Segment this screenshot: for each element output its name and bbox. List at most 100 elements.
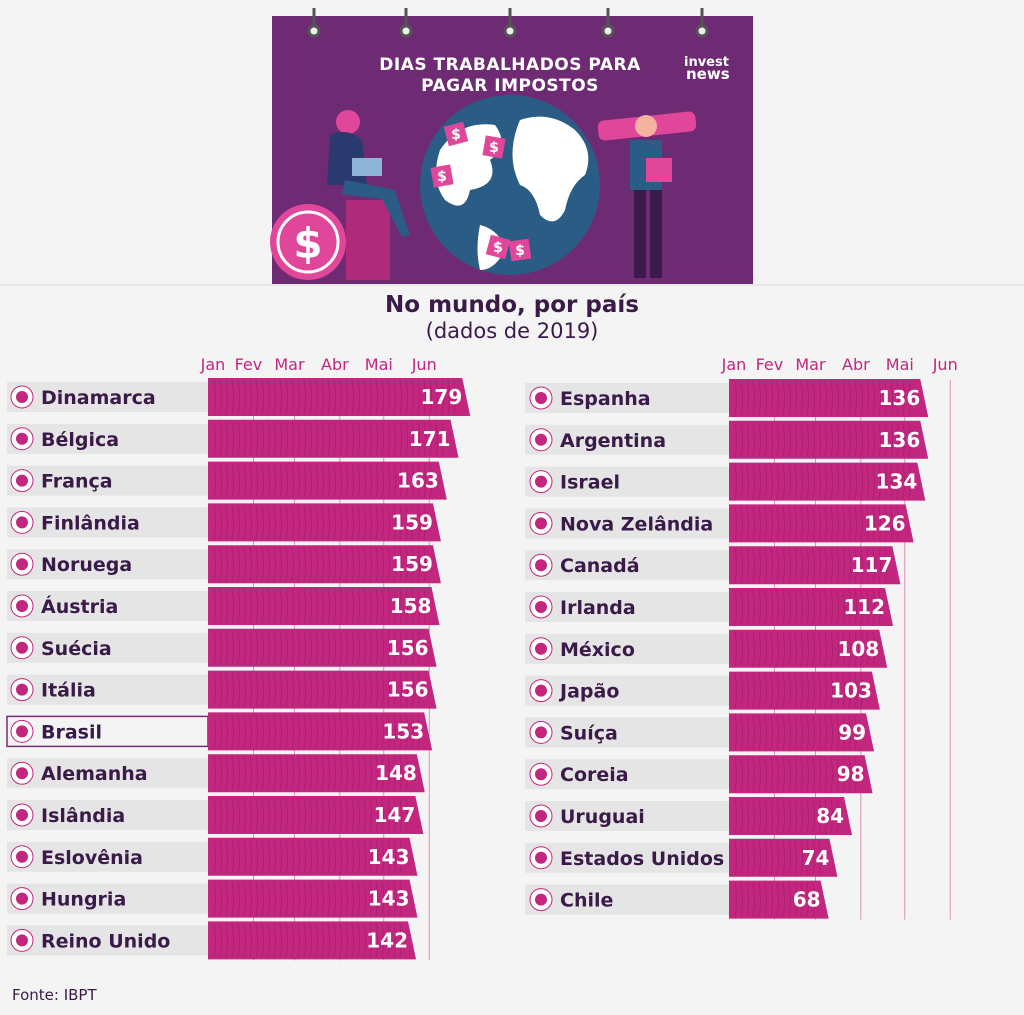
- bar-stripe: [752, 798, 755, 834]
- bar-stripe: [830, 715, 833, 750]
- bar-stripe: [297, 923, 300, 958]
- bar-stripe: [225, 881, 228, 916]
- bar-stripe: [764, 589, 767, 625]
- bar-stripe: [842, 422, 845, 457]
- bar-stripe: [806, 464, 809, 499]
- bar-stripe: [758, 840, 761, 875]
- bar-stripe: [411, 630, 414, 665]
- bar-stripe: [357, 839, 360, 874]
- bar-stripe: [381, 588, 384, 624]
- bar-stripe: [746, 380, 749, 416]
- bar-stripe: [872, 589, 875, 625]
- bar-stripe: [752, 506, 755, 541]
- bar-stripe: [908, 380, 911, 416]
- bar-stripe: [794, 798, 797, 834]
- bar-stripe: [333, 839, 336, 874]
- bar-stripe: [267, 421, 270, 456]
- bar-stripe: [357, 881, 360, 916]
- bar-stripe: [818, 673, 821, 708]
- bar-stripe: [237, 923, 240, 958]
- bar-stripe: [878, 464, 881, 499]
- bar-stripe: [824, 798, 827, 834]
- bar-stripe: [279, 756, 282, 791]
- person-with-laptop-icon: [327, 110, 410, 280]
- bar-stripe: [806, 506, 809, 541]
- header-illustration: DIAS TRABALHADOS PARA PAGAR IMPOSTOS inv…: [0, 8, 1024, 286]
- bar-stripe: [219, 672, 222, 707]
- bar-stripe: [285, 588, 288, 624]
- bar-panel-right: Jan Fev Mar Abr Mai Jun Espanha 136 Argentina 136…: [525, 355, 958, 920]
- bar-stripe: [776, 757, 779, 792]
- bar-stripe: [273, 379, 276, 415]
- bar-stripe: [788, 673, 791, 708]
- bar-stripe: [770, 464, 773, 499]
- bar-value-label: 117: [851, 553, 893, 577]
- bar-value-label: 112: [843, 595, 885, 619]
- bar-stripe: [423, 547, 426, 582]
- bar-stripe: [315, 797, 318, 833]
- bar-stripe: [902, 422, 905, 457]
- country-label: Chile: [560, 890, 613, 912]
- bar-stripe: [758, 882, 761, 917]
- bar-stripe: [309, 421, 312, 456]
- bar-stripe: [333, 714, 336, 749]
- bar-stripe: [782, 380, 785, 416]
- bar-stripe: [842, 715, 845, 750]
- bar-stripe: [291, 756, 294, 791]
- month-tick-label: Jun: [932, 355, 958, 374]
- month-tick-label: Jan: [200, 355, 226, 374]
- bar-stripe: [758, 422, 761, 457]
- bar-stripe: [740, 757, 743, 792]
- bar-stripe: [261, 881, 264, 916]
- bar-stripe: [267, 547, 270, 582]
- bar-stripe: [273, 588, 276, 624]
- bar-stripe: [219, 379, 222, 415]
- bar-stripe: [291, 421, 294, 456]
- bar-stripe: [752, 589, 755, 625]
- bar-stripe: [345, 630, 348, 665]
- bar-stripe: [788, 380, 791, 416]
- tax-tag-symbol: $: [515, 243, 525, 259]
- bar-stripe: [351, 421, 354, 456]
- bar-stripe: [393, 421, 396, 456]
- bar-stripe: [866, 464, 869, 499]
- bar-stripe: [746, 422, 749, 457]
- bar-stripe: [363, 379, 366, 415]
- bar-stripe: [297, 881, 300, 916]
- bar-stripe: [812, 464, 815, 499]
- bar-stripe: [321, 547, 324, 582]
- bar-stripe: [734, 798, 737, 834]
- bar-panel-left: Jan Fev Mar Abr Mai Jun Dinamarca 179 Bélgica 171…: [6, 355, 471, 961]
- bar-value-label: 98: [837, 762, 865, 786]
- bar-stripe: [249, 630, 252, 665]
- bar-stripe: [273, 505, 276, 540]
- bar-stripe: [848, 631, 851, 666]
- bar-stripe: [357, 463, 360, 498]
- bar-stripe: [261, 379, 264, 415]
- bar-stripe: [429, 379, 432, 415]
- flag-dot: [16, 725, 28, 738]
- bar-stripe: [249, 463, 252, 498]
- bar-stripe: [770, 422, 773, 457]
- dollar-coin-icon: $: [270, 204, 346, 280]
- bar-stripe: [902, 380, 905, 416]
- bar-stripe: [764, 464, 767, 499]
- bar-stripe: [303, 797, 306, 833]
- bar-stripe: [411, 505, 414, 540]
- row-label-background: [525, 675, 729, 706]
- row-label-background: [525, 801, 729, 831]
- bar-stripe: [273, 756, 276, 791]
- bar-stripe: [752, 882, 755, 917]
- bar-stripe: [219, 630, 222, 665]
- bar-stripe: [405, 756, 408, 791]
- bar-stripe: [309, 463, 312, 498]
- dollar-symbol: $: [293, 219, 322, 268]
- bar-stripe: [399, 505, 402, 540]
- bar-stripe: [387, 797, 390, 833]
- row-label-background: [525, 842, 729, 873]
- bar-stripe: [255, 923, 258, 958]
- bar-stripe: [387, 505, 390, 540]
- bar-stripe: [411, 672, 414, 707]
- bar-stripe: [848, 757, 851, 792]
- bar-stripe: [405, 714, 408, 749]
